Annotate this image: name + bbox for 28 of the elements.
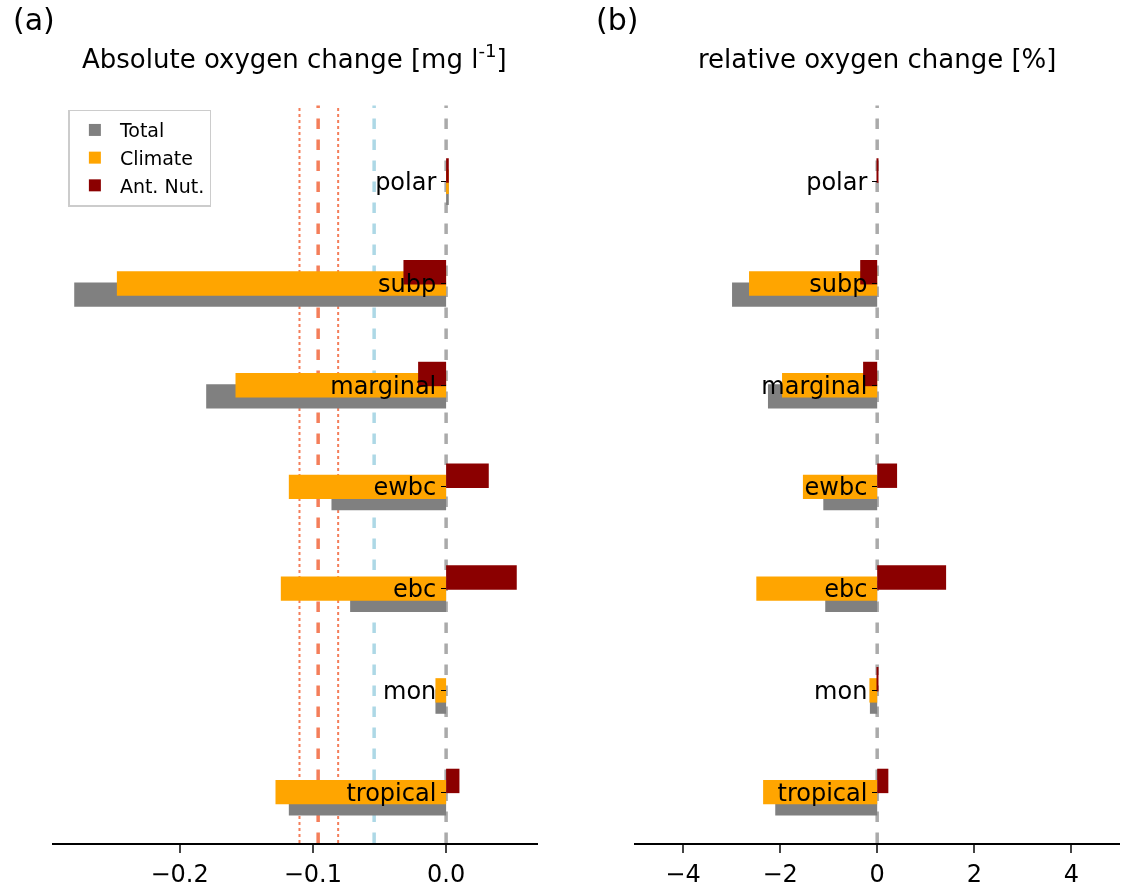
y-tick-label: ewbc bbox=[804, 473, 868, 502]
y-tick-label: mon bbox=[383, 676, 437, 705]
x-tick-label: −2 bbox=[762, 859, 798, 885]
y-tick-label: ebc bbox=[393, 575, 437, 604]
y-tick-label: tropical bbox=[346, 778, 437, 807]
legend-label: Climate bbox=[119, 147, 194, 170]
chart-title: relative oxygen change [%] bbox=[698, 44, 1057, 74]
x-tick-label: −4 bbox=[665, 859, 701, 885]
x-tick-label: 2 bbox=[966, 859, 982, 885]
legend-label: Total bbox=[118, 119, 165, 142]
x-tick-label: 0 bbox=[869, 859, 885, 885]
y-tick-label: ebc bbox=[824, 575, 868, 604]
y-tick-label: polar bbox=[375, 168, 437, 197]
text: (a) bbox=[13, 2, 55, 37]
text: (b) bbox=[596, 2, 639, 37]
x-tick-label: 0.0 bbox=[427, 859, 466, 885]
y-tick-label: ewbc bbox=[373, 473, 437, 502]
x-tick-label: 4 bbox=[1063, 859, 1079, 885]
chart-title: Absolute oxygen change [mg l$^{-1}$] bbox=[82, 40, 507, 74]
y-tick-label: subp bbox=[378, 269, 437, 298]
y-tick-label: mon bbox=[814, 676, 868, 705]
x-tick-label: −0.1 bbox=[283, 859, 342, 885]
x-tick-label: −0.2 bbox=[150, 859, 209, 885]
y-tick-label: polar bbox=[806, 168, 868, 197]
y-tick-label: tropical bbox=[777, 778, 868, 807]
legend-label: Ant. Nut. bbox=[119, 174, 205, 197]
y-tick-label: subp bbox=[809, 269, 868, 298]
y-tick-label: marginal bbox=[330, 371, 437, 400]
